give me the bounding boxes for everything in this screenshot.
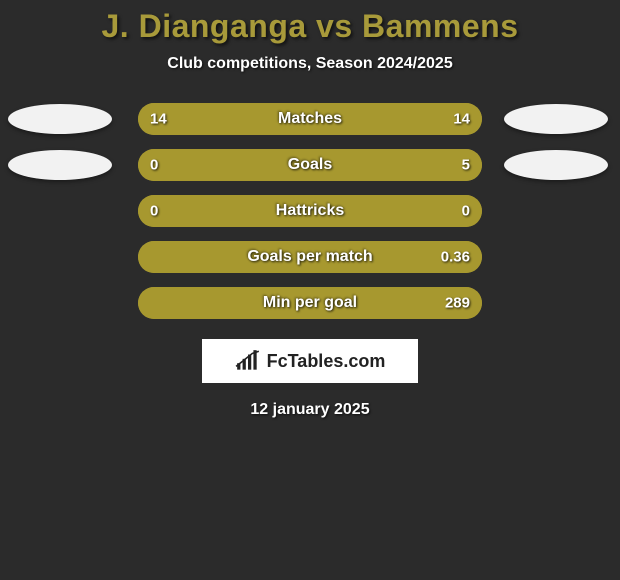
team-crest-left <box>8 150 112 180</box>
team-crest-right <box>504 150 608 180</box>
stat-row: 0 0 Hattricks <box>0 195 620 227</box>
brand-logo: FcTables.com <box>202 339 418 383</box>
stat-value-left: 14 <box>150 111 167 128</box>
bar-chart-icon <box>235 350 261 372</box>
stat-label: Hattricks <box>276 202 344 220</box>
stat-bar-track: 0 0 Hattricks <box>138 195 482 227</box>
stat-label: Goals per match <box>247 248 372 266</box>
stat-row: 0 5 Goals <box>0 149 620 181</box>
stat-value-right: 0 <box>462 203 470 220</box>
stat-value-right: 0.36 <box>441 249 470 266</box>
stat-value-right: 14 <box>453 111 470 128</box>
stat-bar-right <box>200 149 482 181</box>
stat-label: Min per goal <box>263 294 357 312</box>
stat-row: 0.36 Goals per match <box>0 241 620 273</box>
stat-bar-track: 289 Min per goal <box>138 287 482 319</box>
team-crest-right <box>504 104 608 134</box>
stat-bar-track: 0.36 Goals per match <box>138 241 482 273</box>
stat-bars: 14 14 Matches 0 5 Goals 0 0 Hattricks 0.36 Goals p… <box>0 103 620 319</box>
subtitle: Club competitions, Season 2024/2025 <box>0 55 620 73</box>
stat-row: 14 14 Matches <box>0 103 620 135</box>
date-text: 12 january 2025 <box>0 401 620 419</box>
stat-bar-left <box>138 149 200 181</box>
stat-row: 289 Min per goal <box>0 287 620 319</box>
stat-label: Matches <box>278 110 342 128</box>
stat-value-left: 0 <box>150 157 158 174</box>
brand-text: FcTables.com <box>267 351 386 372</box>
comparison-infographic: J. Dianganga vs Bammens Club competition… <box>0 0 620 580</box>
team-crest-left <box>8 104 112 134</box>
page-title: J. Dianganga vs Bammens <box>0 8 620 45</box>
stat-bar-track: 0 5 Goals <box>138 149 482 181</box>
stat-label: Goals <box>288 156 332 174</box>
stat-value-right: 289 <box>445 295 470 312</box>
stat-bar-track: 14 14 Matches <box>138 103 482 135</box>
stat-value-left: 0 <box>150 203 158 220</box>
stat-value-right: 5 <box>462 157 470 174</box>
